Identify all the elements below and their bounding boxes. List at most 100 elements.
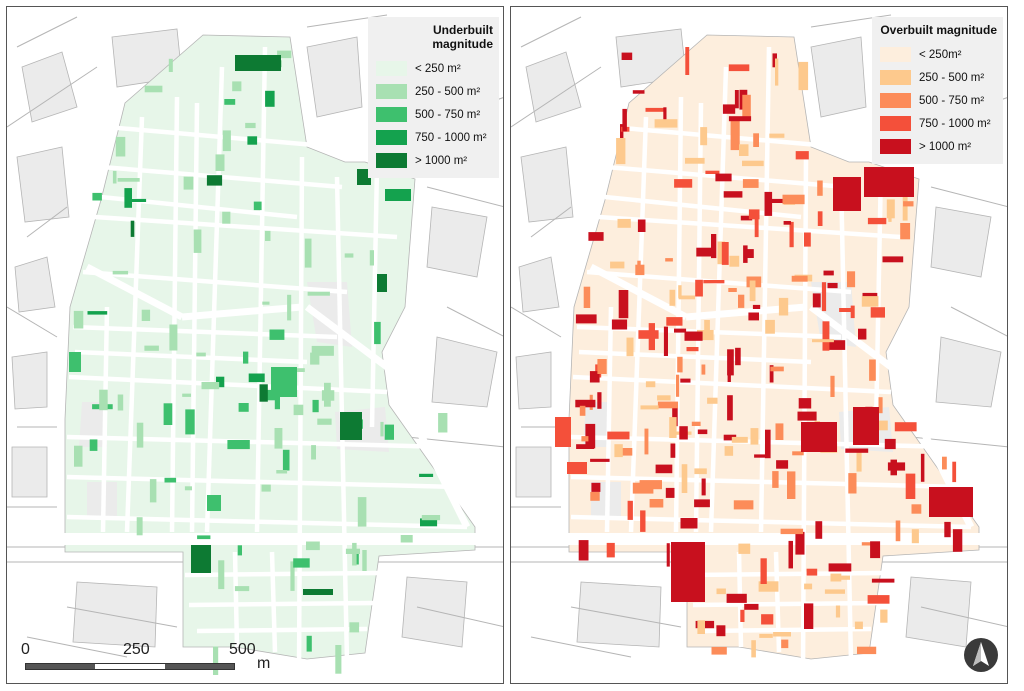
legend-item: < 250 m² — [376, 57, 493, 80]
plot — [728, 64, 750, 72]
plot — [744, 603, 759, 610]
legend-label: < 250m² — [919, 48, 962, 61]
plot — [665, 487, 675, 498]
plot — [704, 320, 710, 331]
plot — [676, 374, 680, 397]
plot — [695, 279, 703, 297]
plot — [850, 305, 855, 319]
plot — [610, 261, 625, 269]
scale-label-end: 500 — [229, 641, 256, 658]
plot — [884, 438, 896, 450]
plot — [680, 518, 698, 529]
background-street — [511, 66, 602, 128]
legend-label: > 1000 m² — [415, 154, 468, 167]
background-street — [16, 16, 78, 48]
plot — [880, 609, 888, 623]
plot — [115, 136, 126, 157]
background-street — [930, 186, 1007, 208]
plot — [183, 176, 194, 190]
plot — [895, 520, 901, 542]
street — [66, 474, 458, 490]
plot — [672, 403, 678, 427]
plot — [920, 453, 925, 482]
plot — [776, 460, 789, 469]
plot — [697, 620, 705, 634]
plot — [701, 364, 706, 375]
plot — [112, 170, 117, 184]
main-road — [808, 304, 894, 370]
background-block — [11, 351, 48, 410]
background-block — [426, 206, 488, 278]
plot — [822, 321, 830, 351]
plot — [795, 151, 809, 160]
background-block — [520, 146, 574, 223]
plot — [235, 55, 281, 71]
plot — [92, 192, 102, 201]
plot — [684, 331, 703, 341]
plot — [357, 497, 367, 527]
plot — [144, 345, 159, 351]
plot — [678, 285, 682, 298]
plot — [620, 124, 624, 141]
street — [604, 306, 614, 533]
plot — [685, 157, 705, 164]
plot — [748, 209, 760, 220]
plot — [828, 563, 852, 572]
plot — [197, 535, 211, 540]
plot — [823, 270, 834, 276]
plot — [125, 198, 147, 202]
street — [578, 349, 812, 365]
scale-unit: m — [257, 655, 271, 672]
plot — [894, 422, 917, 432]
plot — [665, 258, 673, 262]
plot — [723, 434, 737, 441]
plot — [797, 411, 817, 421]
plot — [262, 301, 270, 305]
legend-label: 500 - 750 m² — [919, 94, 985, 107]
plot — [827, 282, 838, 289]
street — [232, 551, 240, 648]
plot — [164, 477, 177, 483]
plot — [792, 451, 804, 456]
plot — [385, 189, 411, 201]
street — [700, 626, 872, 634]
plot — [576, 444, 594, 449]
plot — [311, 345, 334, 356]
plot — [886, 199, 895, 219]
plot — [184, 486, 192, 491]
plot — [780, 528, 804, 535]
scale-segment — [26, 664, 96, 669]
background-street — [416, 606, 503, 628]
plot — [733, 500, 754, 510]
plot — [812, 339, 834, 343]
plot — [697, 329, 714, 341]
plot — [666, 543, 670, 567]
background-block — [518, 256, 560, 313]
plot — [196, 352, 206, 357]
plot — [856, 451, 862, 472]
plot — [750, 428, 759, 445]
legend-swatch — [880, 70, 911, 85]
plot — [775, 58, 779, 86]
plot — [259, 384, 268, 402]
plot — [655, 464, 673, 474]
plot — [748, 312, 759, 321]
plot — [795, 531, 805, 555]
plot — [575, 314, 597, 324]
plot — [617, 218, 631, 228]
background-street — [26, 636, 128, 658]
legend-label: 750 - 1000 m² — [415, 131, 487, 144]
plot — [640, 405, 659, 410]
plot — [715, 173, 732, 182]
legend-label: > 1000 m² — [919, 140, 972, 153]
plot — [141, 309, 151, 321]
plot — [764, 191, 773, 216]
background-block — [576, 581, 662, 648]
plot — [944, 521, 951, 538]
plot — [618, 290, 629, 319]
plot — [649, 499, 664, 508]
plot — [722, 104, 736, 114]
plot — [589, 371, 600, 383]
plot — [638, 330, 659, 339]
plot — [627, 500, 633, 520]
